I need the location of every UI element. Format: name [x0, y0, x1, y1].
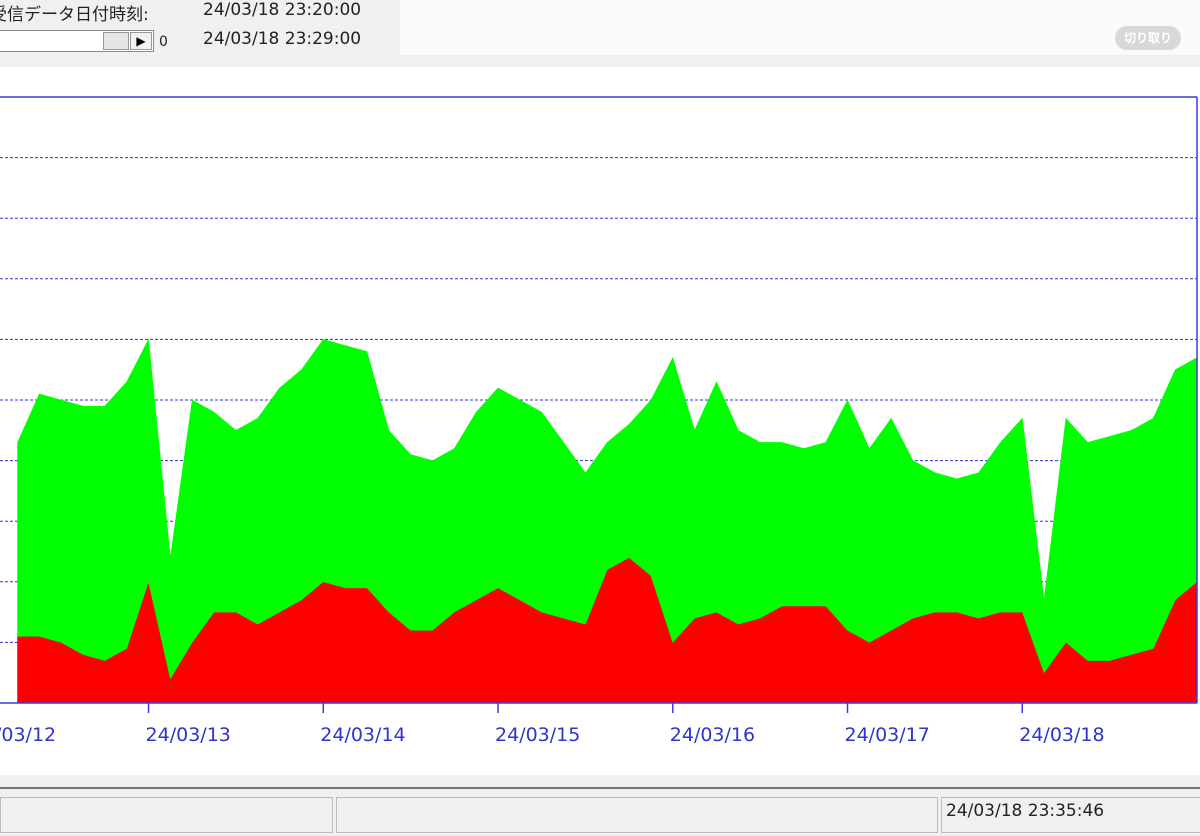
x-tick-label: 24/03/12 [0, 724, 56, 746]
x-tick-label: 24/03/13 [146, 724, 231, 746]
status-time: 24/03/18 23:35:46 [946, 801, 1105, 821]
x-tick-label: 24/03/17 [845, 724, 930, 746]
x-tick-label: 24/03/18 [1019, 724, 1104, 746]
top-right-panel [400, 0, 1200, 55]
chart: 24/03/12 24/03/13 24/03/14 24/03/15 24/03/16… [0, 67, 1200, 775]
time-from: 24/03/18 23:20:00 [203, 0, 362, 20]
x-tick-label: 24/03/14 [320, 724, 405, 746]
scroll-right-button[interactable]: ▶ [130, 32, 152, 50]
cut-button[interactable]: 切り取り [1115, 26, 1181, 50]
received-label: 受信データ日付時刻: [0, 5, 149, 25]
status-bar: 24/03/18 23:35:46 [0, 787, 1200, 836]
status-panel [336, 797, 938, 833]
status-panel [0, 797, 333, 833]
scroll-value: 0 [159, 34, 168, 50]
x-tick-label: 24/03/16 [670, 724, 755, 746]
x-tick-label: 24/03/15 [495, 724, 580, 746]
status-panel [941, 797, 1200, 833]
scroll-thumb[interactable] [103, 32, 129, 50]
time-to: 24/03/18 23:29:00 [203, 29, 362, 49]
scrollbar[interactable]: ▶ [0, 30, 154, 52]
